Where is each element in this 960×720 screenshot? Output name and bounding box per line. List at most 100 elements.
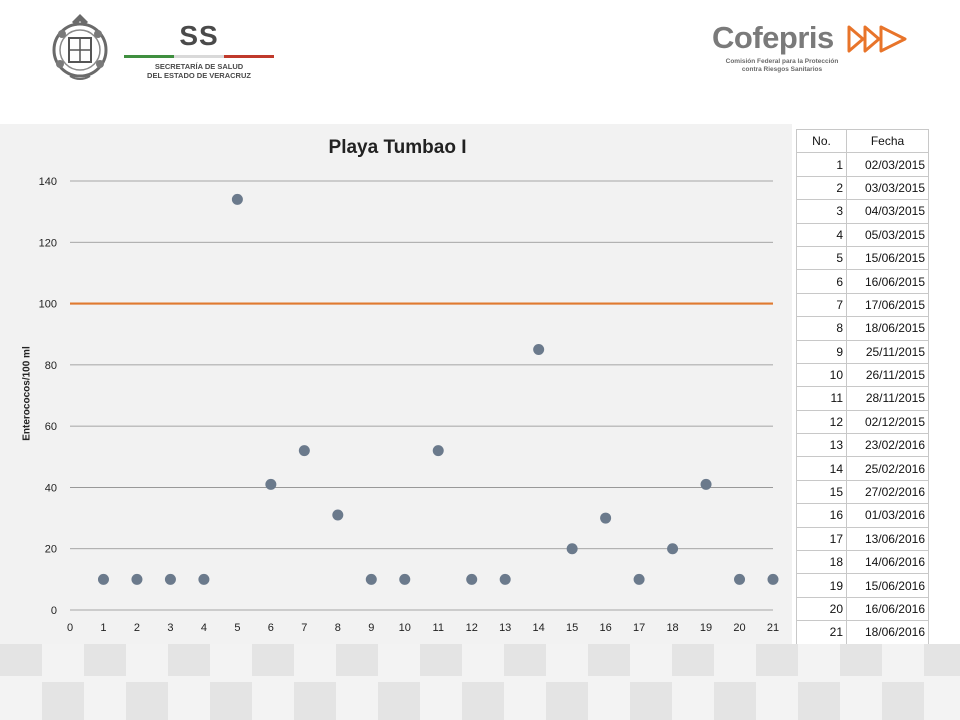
footer-tile — [546, 682, 588, 720]
footer-tile — [378, 682, 420, 720]
table-cell-no: 6 — [796, 269, 847, 294]
data-point — [600, 512, 612, 524]
table-header-row: No. Fecha — [796, 128, 929, 154]
table-row: 4 05/03/2015 — [796, 222, 929, 247]
cofepris-name: Cofepris — [712, 20, 834, 55]
table-cell-no: 8 — [796, 316, 847, 341]
table-cell-no: 16 — [796, 503, 847, 528]
x-tick-label: 5 — [234, 622, 240, 634]
header: SS SECRETARÍA DE SALUD DEL ESTADO DE VER… — [0, 0, 960, 124]
table-cell-no: 18 — [796, 550, 847, 575]
table-cell-fecha: 25/11/2015 — [846, 339, 929, 364]
table-row: 1 02/03/2015 — [796, 152, 929, 177]
ss-logo: SS SECRETARÍA DE SALUD DEL ESTADO DE VER… — [124, 20, 274, 84]
data-point — [633, 573, 645, 585]
table-cell-no: 14 — [796, 456, 847, 481]
data-point — [533, 344, 545, 356]
table-row: 8 18/06/2015 — [796, 316, 929, 341]
x-tick-label: 18 — [666, 622, 678, 634]
table-row: 20 16/06/2016 — [796, 596, 929, 622]
table-row: 11 28/11/2015 — [796, 386, 929, 411]
x-tick-label: 6 — [268, 622, 274, 634]
table-row: 9 25/11/2015 — [796, 339, 929, 364]
table-cell-fecha: 16/06/2016 — [846, 596, 929, 622]
footer-tile — [756, 644, 798, 676]
table-cell-fecha: 18/06/2015 — [846, 316, 929, 341]
table-cell-fecha: 28/11/2015 — [846, 386, 929, 411]
table-cell-no: 1 — [796, 152, 847, 177]
table-cell-no: 11 — [796, 386, 847, 411]
table-cell-fecha: 05/03/2015 — [846, 222, 929, 247]
data-point — [767, 573, 779, 585]
footer-tile — [0, 644, 42, 676]
x-tick-label: 13 — [499, 622, 511, 634]
y-tick-label: 100 — [39, 299, 57, 311]
x-tick-label: 9 — [368, 622, 374, 634]
data-point — [432, 445, 444, 457]
table-row: 15 27/02/2016 — [796, 479, 929, 505]
table-row: 17 13/06/2016 — [796, 526, 929, 552]
table-cell-no: 9 — [796, 339, 847, 364]
footer-tile — [168, 644, 210, 676]
data-point — [198, 573, 210, 585]
logo-red-stripe — [224, 55, 274, 58]
veracruz-seal-logo — [52, 14, 108, 80]
cofepris-subtitle: Comisión Federal para la Protección cont… — [725, 58, 839, 73]
table-cell-no: 2 — [796, 175, 847, 201]
table-cell-no: 17 — [796, 526, 847, 552]
table-cell-fecha: 02/03/2015 — [846, 152, 929, 177]
data-point — [298, 445, 310, 457]
cofepris-logo: Cofepris Comisión Federal para la Protec… — [712, 20, 912, 80]
table-cell-fecha: 04/03/2015 — [846, 199, 929, 224]
x-tick-label: 10 — [399, 622, 411, 634]
table-cell-fecha: 23/02/2016 — [846, 433, 929, 458]
data-point — [566, 543, 578, 555]
table-cell-no: 20 — [796, 596, 847, 622]
x-tick-label: 20 — [733, 622, 745, 634]
table-row: 2 03/03/2015 — [796, 175, 929, 201]
table-row: 19 15/06/2016 — [796, 573, 929, 598]
table-row: 10 26/11/2015 — [796, 362, 929, 388]
footer-tile — [840, 644, 882, 676]
x-tick-label: 4 — [201, 622, 207, 634]
y-tick-label: 0 — [51, 605, 57, 617]
footer-tile — [504, 644, 546, 676]
table-cell-fecha: 26/11/2015 — [846, 362, 929, 388]
chart-title: Playa Tumbao I — [328, 137, 467, 158]
data-point — [499, 573, 511, 585]
x-tick-label: 8 — [335, 622, 341, 634]
data-point — [667, 543, 679, 555]
x-tick-label: 17 — [633, 622, 645, 634]
table-cell-no: 19 — [796, 573, 847, 598]
data-point — [231, 193, 243, 205]
footer-tile — [924, 644, 960, 676]
footer-tile — [126, 682, 168, 720]
x-tick-label: 0 — [67, 622, 73, 634]
y-tick-label: 120 — [39, 237, 57, 249]
table-body: 1 02/03/2015 2 03/03/2015 3 04/03/2015 4 05/03/… — [796, 152, 929, 645]
data-point — [164, 573, 176, 585]
sample-dates-table: No. Fecha 1 02/03/2015 2 03/03/2015 3 04/03/2… — [796, 128, 929, 645]
table-cell-fecha: 16/06/2015 — [846, 269, 929, 294]
table-cell-no: 10 — [796, 362, 847, 388]
table-header-fecha: Fecha — [846, 128, 929, 154]
x-tick-label: 16 — [599, 622, 611, 634]
data-point — [365, 573, 377, 585]
table-row: 7 17/06/2015 — [796, 292, 929, 318]
table-cell-fecha: 01/03/2016 — [846, 503, 929, 528]
footer-tile — [252, 644, 294, 676]
table-row: 21 18/06/2016 — [796, 620, 929, 645]
x-tick-label: 14 — [533, 622, 545, 634]
table-cell-fecha: 13/06/2016 — [846, 526, 929, 552]
chart-background — [0, 124, 792, 644]
table-row: 6 16/06/2015 — [796, 269, 929, 294]
x-tick-label: 11 — [433, 622, 444, 634]
table-cell-fecha: 03/03/2015 — [846, 175, 929, 201]
cofepris-arrows-icon — [847, 25, 907, 53]
table-row: 16 01/03/2016 — [796, 503, 929, 528]
table-cell-fecha: 17/06/2015 — [846, 292, 929, 318]
table-cell-fecha: 15/06/2016 — [846, 573, 929, 598]
logo-green-stripe — [124, 55, 174, 58]
footer-tile — [336, 644, 378, 676]
x-tick-label: 1 — [100, 622, 106, 634]
